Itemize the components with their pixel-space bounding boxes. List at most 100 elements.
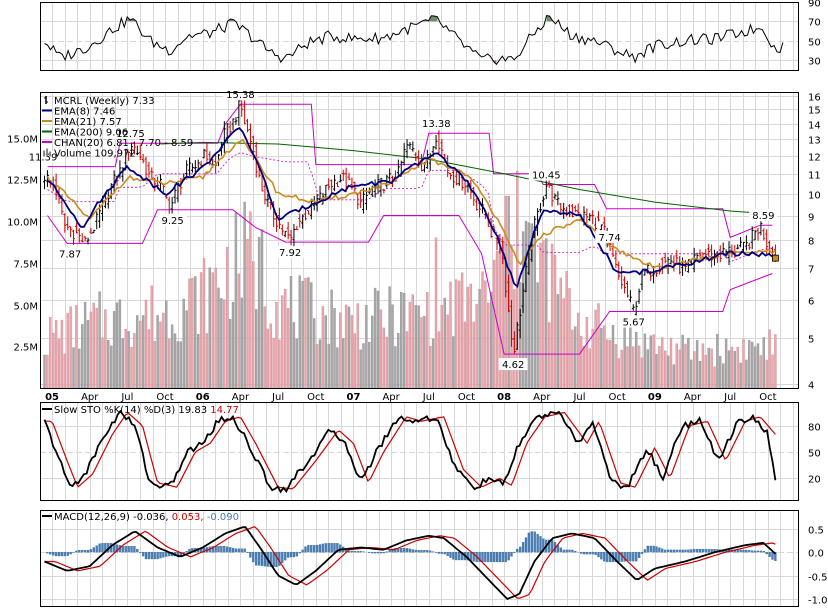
price-annotation: 4.62 [502,360,524,371]
volume-bar [713,366,716,389]
volume-bar [46,354,49,389]
volume-bar [611,325,615,389]
volume-bar [269,323,272,389]
macd-histogram-bar [133,546,136,553]
macd-histogram-bar [353,551,356,553]
volume-bar [86,320,90,389]
macd-histogram-bar [565,549,568,553]
volume-bar [402,293,406,389]
macd-histogram-bar [257,551,261,566]
macd-histogram-bar [150,551,153,560]
volume-bar [722,363,725,389]
macd-histogram-bar [228,547,232,553]
volume-bar [690,359,693,389]
date-tick-label: Oct [156,392,173,403]
volume-bar [63,353,66,389]
volume-bar [57,339,61,389]
volume-bar [484,280,487,389]
macd-histogram-bar [237,548,240,553]
volume-bar [365,305,368,389]
macd-histogram-bar [536,533,539,553]
volume-bar [382,327,385,389]
volume-bar [133,333,136,389]
price-annotation-bg [112,127,148,140]
macd-histogram-bar [405,548,409,553]
date-tick-label: Apr [382,392,400,403]
volume-bar [202,258,206,389]
price-tick-label: 14 [808,121,821,132]
channel-lower-line [47,209,773,355]
volume-bar [115,302,119,389]
macd-histogram-bar [298,551,301,554]
volume-bar [188,278,191,389]
volume-bar [301,280,304,389]
volume-bar [324,315,327,389]
price-tick-label: 5 [808,335,814,346]
macd-histogram-bar [350,551,354,553]
macd-histogram-bar [63,551,66,557]
macd-histogram-bar [315,544,319,553]
volume-bar [156,315,159,389]
volume-bar [124,329,127,389]
macd-histogram-bar [333,543,336,553]
volume-bar [469,283,472,389]
macd-histogram-bar [603,551,606,562]
price-annotation: 7.74 [598,233,620,244]
macd-histogram-bar [637,551,641,558]
volume-bar [704,355,707,389]
macd-histogram-bar [391,548,394,553]
volume-bar [284,288,287,389]
volume-bar [542,240,545,389]
price-annotation: 7.87 [59,249,81,260]
volume-bar [167,338,171,389]
price-annotation: 15.38 [226,90,255,101]
volume-bar [249,211,252,389]
macd-histogram-bar [321,543,325,553]
macd-histogram-bar [736,549,739,553]
volume-bar [684,343,687,389]
volume-bar [533,225,536,389]
volume-bar [78,348,81,389]
macd-histogram-bar [246,551,249,553]
macd-histogram-bar [774,551,777,561]
price-annotation-bg [418,117,454,130]
macd-histogram-bar [130,546,133,553]
macd-histogram-bar [530,531,533,553]
last-price-marker [771,254,779,262]
macd-histogram-bar [519,546,522,553]
volume-bar [400,292,403,389]
volume-bar [556,294,560,389]
volume-bar [49,317,52,389]
volume-bar [632,346,635,389]
macd-signal-line [44,526,776,599]
macd-histogram-bar [269,551,272,568]
macd-histogram-bar [217,546,220,553]
macd-histogram-bar [588,551,591,555]
macd-histogram-bar [147,551,151,560]
volume-bar [205,333,209,389]
macd-histogram-bar [446,551,449,557]
macd-histogram-bar [362,551,365,553]
volume-bar [579,335,583,389]
volume-bar [385,336,388,389]
ema-8-line [47,126,776,289]
volume-bar [252,261,255,389]
macd-histogram-bar [86,550,90,553]
volume-bar [739,362,742,389]
macd-line [44,526,777,600]
macd-histogram-bar [669,549,673,553]
macd-histogram-bar [234,548,238,553]
volume-bar [475,303,478,389]
macd-histogram-bar [292,551,296,558]
macd-histogram-bar [385,551,388,553]
macd-histogram-bar [75,550,78,553]
macd-histogram-bar [89,549,93,553]
volume-bar [762,337,765,389]
volume-bar [617,358,620,389]
macd-legend-item: -0.036, [130,512,169,523]
macd-histogram-bar [614,551,618,563]
volume-bar [606,339,609,389]
volume-bar [101,337,104,389]
volume-bar [368,341,371,389]
volume-bar [176,341,180,389]
